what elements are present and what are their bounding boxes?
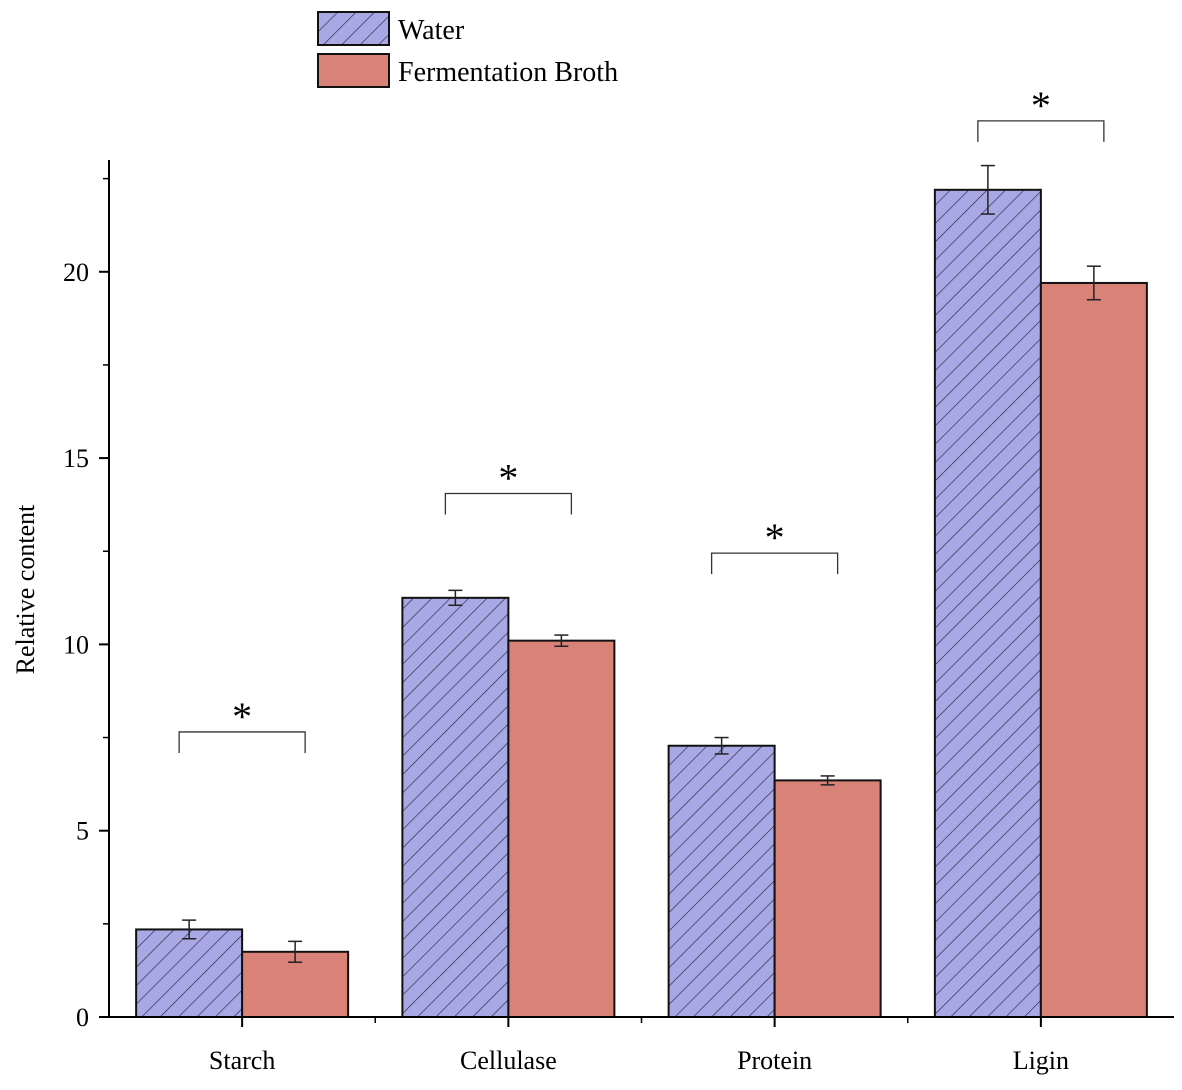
y-tick-label-15: 15 <box>63 444 89 473</box>
significance-bracket-starch <box>178 731 306 753</box>
legend-swatch-fermentation-broth <box>317 53 390 88</box>
significance-bracket-protein <box>710 552 839 575</box>
significance-star-ligin: * <box>1031 83 1051 128</box>
bar-water-cellulase <box>401 596 510 1019</box>
significance-star-protein: * <box>765 515 785 560</box>
significance-star-starch: * <box>232 694 252 739</box>
significance-bracket-cellulase <box>444 492 573 515</box>
y-axis-label: Relative content <box>11 504 40 674</box>
axes-layer: 0 5 10 15 20 Starch Cellulase Protein Ligin Relat… <box>11 160 1174 1075</box>
significance-bracket-ligin <box>977 120 1105 142</box>
legend-label-fermentation-broth: Fermentation Broth <box>398 57 618 88</box>
bar-water-ligin <box>933 188 1042 1018</box>
y-tick-label-20: 20 <box>63 258 89 287</box>
x-tick-label-protein: Protein <box>737 1046 812 1075</box>
y-tick-label-10: 10 <box>63 630 89 659</box>
x-tick-label-cellulase: Cellulase <box>460 1046 557 1075</box>
legend-label-water: Water <box>398 15 465 46</box>
bar-fermentation-broth-cellulase <box>507 639 616 1018</box>
legend-swatch-water <box>317 11 390 46</box>
bar-water-protein <box>667 744 776 1018</box>
bar-fermentation-broth-ligin <box>1039 281 1148 1018</box>
x-tick-label-starch: Starch <box>209 1046 275 1075</box>
bar-water-starch <box>135 928 244 1018</box>
bar-fermentation-broth-protein <box>773 779 882 1019</box>
x-tick-label-ligin: Ligin <box>1013 1046 1069 1075</box>
y-tick-label-5: 5 <box>76 817 89 846</box>
significance-star-cellulase: * <box>498 455 518 500</box>
legend: Water Fermentation Broth <box>317 11 618 88</box>
y-tick-label-0: 0 <box>76 1003 89 1032</box>
error-bars-layer <box>182 164 1101 963</box>
bars-layer <box>135 188 1148 1019</box>
annotations-layer: * * * * <box>178 83 1105 753</box>
